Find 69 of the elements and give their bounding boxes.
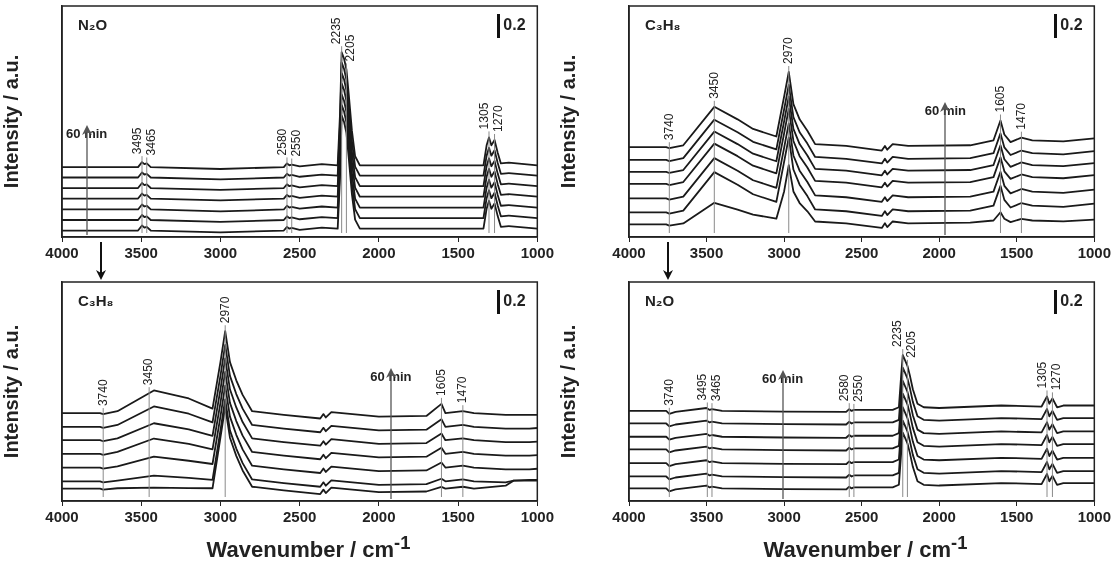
ref-line-label: 1470 [455,376,470,404]
x-tick-label: 3000 [203,244,238,262]
x-tick-label: 1500 [1000,244,1034,262]
x-tick-label: 4000 [612,508,646,526]
ref-line-label: 2970 [217,296,232,324]
x-tick-label: 1000 [1077,508,1111,526]
ref-line-label: 3740 [661,113,676,141]
ref-line-label: 3495 [129,127,144,155]
ref-line-label: 1605 [433,368,448,396]
ref-line-label: 1305 [1035,361,1050,389]
chart-title: C₃H₈ [645,15,681,33]
text: 0.2 [503,16,526,34]
ref-line-label: 1605 [992,85,1007,113]
ref-line-label: 2235 [329,17,344,45]
ref-line-label: 3450 [706,71,721,99]
ref-line-label: 2205 [904,330,919,358]
x-tick-label: 2500 [844,508,879,526]
x-tick-label: 2000 [362,508,396,526]
x-tick-label: 4000 [612,244,646,262]
x-tick-label: 3000 [767,508,801,526]
x-tick-label: 3000 [203,508,238,526]
y-axis-title: Intensity / a.u. [0,54,22,189]
ref-line-label: 2580 [836,374,851,402]
ref-line-label: 3465 [708,374,723,402]
x-tick-label: 2000 [362,244,396,262]
chart-title: C₃H₈ [78,291,114,309]
x-tick-label: 4000 [45,508,79,526]
ref-line-label: 2580 [274,128,289,156]
y-axis-title: Intensity / a.u. [556,54,579,189]
x-tick-label: 2000 [922,244,956,262]
ref-line-label: 3465 [143,128,158,156]
chart-title: N₂O [78,15,108,33]
x-axis-title: Wavenumber / cm$^{-1}$ [205,532,412,564]
ref-line-label: 3450 [141,358,156,386]
text: 0.2 [1060,16,1083,34]
x-tick-label: 2500 [282,244,317,262]
x-tick-label: 3500 [689,508,724,526]
ref-line-label: 1305 [477,102,492,130]
text: 0.2 [503,292,526,310]
x-tick-label: 3500 [124,508,158,526]
x-tick-label: 2500 [282,508,317,526]
ref-line-label: 1270 [491,104,506,132]
ref-line-label: 3740 [95,379,110,407]
x-tick-label: 2000 [922,508,956,526]
ref-line-label: 2205 [343,34,358,62]
ref-line-label: 1470 [1013,102,1028,130]
x-tick-label: 1000 [520,244,554,262]
ref-line-label: 2550 [850,374,865,402]
x-tick-label: 3000 [767,244,801,262]
ref-line-label: 2970 [781,36,796,64]
x-tick-label: 1000 [520,508,554,526]
ref-line-label: 2235 [890,319,905,347]
ref-line-label: 3495 [694,373,709,401]
chart-title: N₂O [645,291,675,309]
ref-line-label: 1270 [1049,363,1064,391]
x-tick-label: 1500 [441,244,475,262]
y-axis-title: Intensity / a.u. [556,324,579,459]
x-tick-label: 1500 [441,508,475,526]
x-tick-label: 2500 [844,244,879,262]
x-tick-label: 1000 [1077,244,1111,262]
x-tick-label: 1500 [1000,508,1034,526]
text: 0.2 [1060,292,1083,310]
ref-line-label: 2550 [288,129,303,157]
x-axis-title: Wavenumber / cm$^{-1}$ [762,532,969,564]
y-axis-title: Intensity / a.u. [0,324,22,459]
x-tick-label: 4000 [45,244,79,262]
ref-line-label: 3740 [661,378,676,406]
x-tick-label: 3500 [124,244,158,262]
x-tick-label: 3500 [689,244,724,262]
